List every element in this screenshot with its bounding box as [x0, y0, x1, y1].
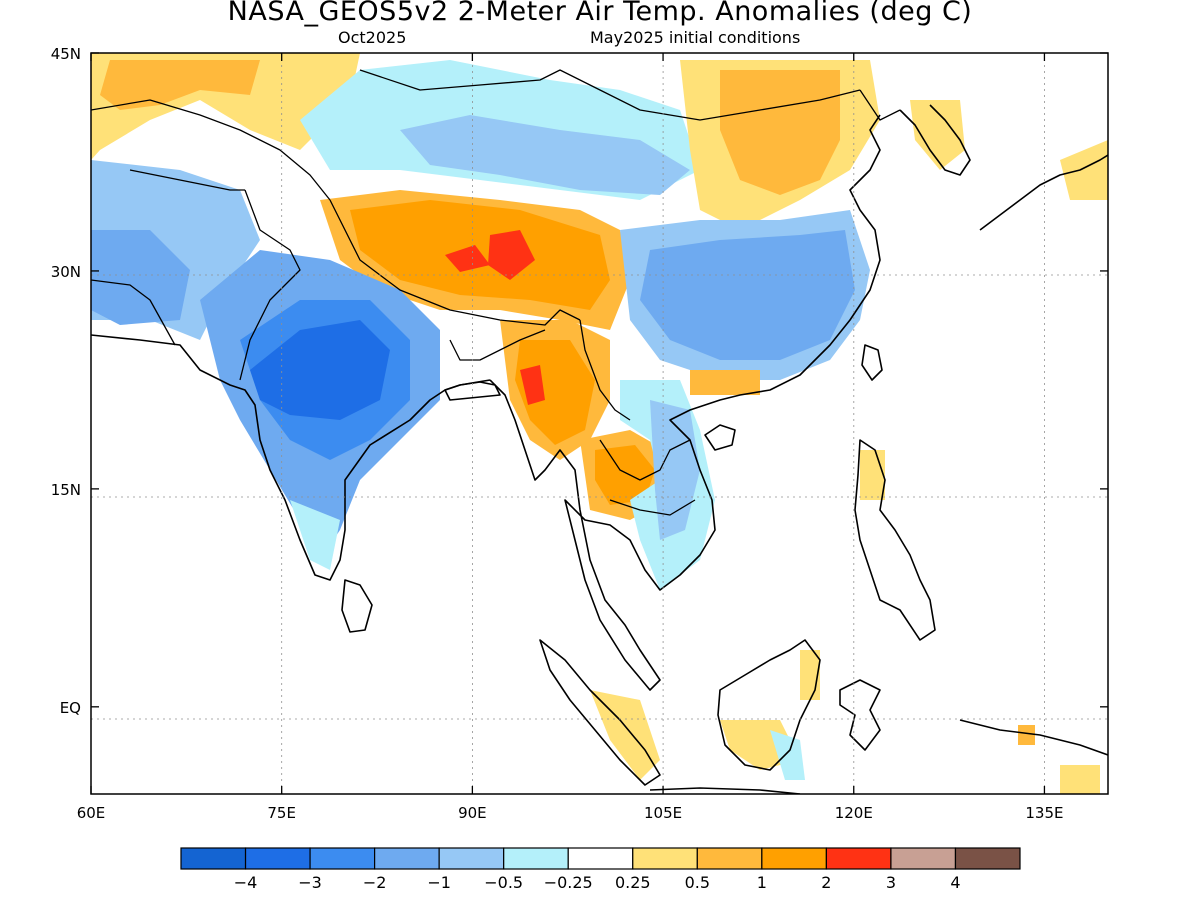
colorbar-swatch [567, 847, 634, 870]
border-afghanistan [129, 169, 245, 191]
colorbar-label: −0.25 [544, 873, 593, 892]
coastline-hainan [704, 424, 736, 451]
border-central-asia [91, 99, 331, 201]
coastline-philippines [854, 439, 936, 641]
colorbar-label: 1 [757, 873, 767, 892]
anomaly-region-iran-cool [91, 230, 190, 325]
anomaly-region-northwest-orange [100, 60, 260, 110]
axis-labels: 60E 75E 90E 105E 120E 135E 45N 30N 15N EQ [51, 45, 1064, 822]
anomaly-region-thailand-orange [595, 445, 655, 505]
colorbar-label: −1 [427, 873, 451, 892]
colorbar-label: −2 [363, 873, 387, 892]
anomaly-field [91, 53, 1108, 794]
border-iran [91, 279, 176, 346]
lon-label-75E: 75E [267, 804, 296, 822]
lon-label-60E: 60E [77, 804, 106, 822]
colorbar-label: 0.5 [685, 873, 710, 892]
colorbar-swatch [374, 847, 440, 870]
coastline-sumatra [539, 639, 661, 786]
lon-label-135E: 135E [1025, 804, 1063, 822]
anomaly-region-japan-warm [1060, 140, 1108, 200]
anomaly-region-philippines-warm [860, 450, 885, 500]
coastlines [91, 104, 1108, 794]
coastline-sulawesi [839, 679, 881, 751]
anomaly-region-korea-warm [910, 100, 965, 170]
country-borders [91, 69, 901, 516]
anomaly-region-india-cool-core [250, 320, 390, 420]
coastline-korea [899, 104, 971, 176]
axis-ticks [90, 52, 1108, 794]
coastline-west-asia [91, 334, 491, 581]
colorbar: −4 −3 −2 −1 −0.5 −0.25 0.25 0.5 1 2 3 4 [180, 847, 1021, 892]
anomaly-region-south-china-warm-strip [690, 370, 760, 395]
colorbar-swatch [954, 847, 1021, 870]
coastline-borneo [717, 639, 821, 771]
colorbar-label: 0.25 [615, 873, 651, 892]
border-mongolia [359, 69, 861, 121]
map-title: NASA_GEOS5v2 2-Meter Air Temp. Anomalies… [227, 0, 973, 27]
anomaly-region-tibet-hot-2 [488, 230, 535, 280]
border-bangladesh-myanmar [449, 329, 546, 361]
lat-label-30N: 30N [51, 263, 81, 281]
lon-label-120E: 120E [835, 804, 873, 822]
colorbar-label: 3 [886, 873, 896, 892]
anomaly-region-newguinea-orange [1018, 725, 1035, 745]
colorbar-swatch [632, 847, 698, 870]
colorbar-swatch [890, 847, 957, 870]
colorbar-label: −3 [298, 873, 322, 892]
colorbar-swatch [244, 847, 311, 870]
anomaly-region-myanmar-hot [520, 365, 545, 405]
anomaly-region-india-cool-south [290, 500, 340, 570]
lat-label-45N: 45N [51, 45, 81, 63]
valid-month-label: Oct2025 [338, 28, 407, 47]
coastline-taiwan [861, 344, 883, 381]
anomaly-region-tibet-hot-1 [445, 245, 490, 272]
anomaly-region-tarim-cool [400, 115, 690, 195]
colorbar-swatch [761, 847, 827, 870]
coastline-mainland-southeast-asia [489, 114, 881, 691]
border-indochina [599, 439, 691, 481]
coastline-japan [979, 154, 1108, 231]
colorbar-label: 4 [950, 873, 960, 892]
border-pakistan-india [239, 189, 301, 381]
colorbar-swatch [503, 847, 569, 870]
lon-label-105E: 105E [644, 804, 682, 822]
colorbar-swatch [180, 847, 247, 870]
colorbar-swatch [309, 847, 376, 870]
coastline-java [649, 787, 801, 794]
anomaly-region-sumatra-warm [590, 690, 660, 780]
map-frame [90, 52, 1109, 795]
coastline-new-guinea [959, 719, 1108, 756]
anomaly-region-newguinea-warm [1060, 765, 1100, 794]
colorbar-label: 2 [821, 873, 831, 892]
initial-conditions-label: May2025 initial conditions [590, 28, 801, 47]
anomaly-region-south-china-cool-core [640, 230, 855, 360]
coastline-bay-of-bengal-delta [444, 381, 501, 401]
lat-label-EQ: EQ [60, 699, 81, 717]
lat-label-15N: 15N [51, 481, 81, 499]
border-myanmar-china [579, 319, 631, 421]
coastline-sri-lanka [341, 579, 373, 633]
colorbar-swatch [696, 847, 763, 870]
colorbar-swatch [825, 847, 892, 870]
border-cambodia [609, 499, 696, 516]
graticule [91, 53, 1108, 794]
lon-label-90E: 90E [458, 804, 487, 822]
colorbar-label: −0.5 [484, 873, 523, 892]
border-himalaya [329, 199, 581, 326]
border-northeast-china [859, 89, 901, 121]
colorbar-swatch [438, 847, 505, 870]
colorbar-label: −4 [234, 873, 258, 892]
anomaly-region-borneo-cool [770, 730, 805, 780]
